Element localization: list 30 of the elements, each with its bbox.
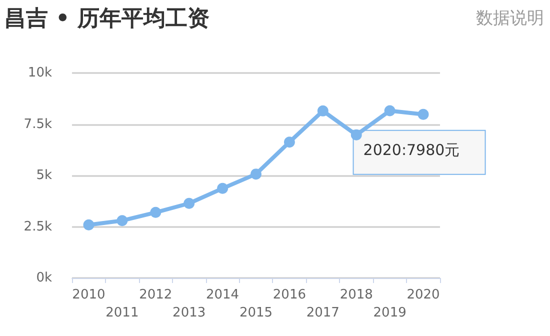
x-tick-label: 2011 <box>106 306 139 320</box>
point <box>184 198 195 209</box>
y-tick-label: 0k <box>36 270 52 286</box>
annotation: 2020:7980元 <box>363 140 460 159</box>
x-tick-label: 2015 <box>239 306 273 320</box>
point <box>250 168 262 180</box>
x-tick-label: 2018 <box>340 288 373 302</box>
point <box>384 105 396 116</box>
point <box>217 182 228 194</box>
x-tick-label: 2013 <box>172 306 206 320</box>
point <box>116 215 128 226</box>
point <box>350 129 362 140</box>
x-tick-label: 2020 <box>406 288 440 302</box>
y-tick-label: 7.5k <box>24 116 52 132</box>
x-tick-label: 2010 <box>72 288 106 302</box>
point <box>284 136 295 148</box>
point <box>317 105 328 116</box>
x-tick-label: 2017 <box>306 306 340 320</box>
chart-title: 昌吉 • 历年平均工资 <box>4 6 210 32</box>
x-tick-label: 2019 <box>373 306 406 320</box>
x-tick-label: 2014 <box>206 288 240 302</box>
point <box>418 108 429 120</box>
x-tick-label: 2016 <box>272 288 306 302</box>
y-tick-label: 10k <box>28 66 52 80</box>
y-tick-label: 5k <box>36 168 52 183</box>
point <box>83 219 94 230</box>
text: 数据说明 <box>476 8 544 28</box>
point <box>150 206 162 218</box>
y-tick-label: 2.5k <box>24 219 52 234</box>
x-tick-label: 2012 <box>139 288 172 302</box>
